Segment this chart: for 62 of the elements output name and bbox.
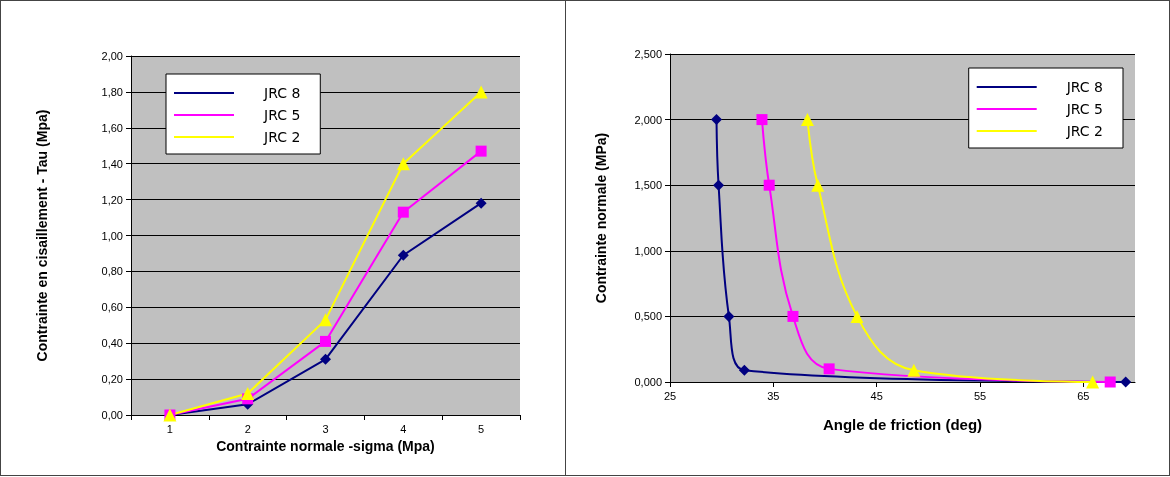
y-tick-label: 1,500: [634, 179, 662, 192]
x-tick-label: 45: [870, 389, 883, 402]
point: [320, 353, 331, 365]
point: [319, 313, 332, 327]
y-tick-label: 1,40: [101, 157, 123, 170]
y-tick-label: 1,20: [101, 193, 123, 206]
y-tick-label: 0,80: [101, 265, 123, 278]
y-tick-label: 1,80: [101, 85, 123, 98]
x-axis-title: Angle de friction (deg): [822, 416, 983, 433]
point: [787, 310, 799, 322]
x-tick-label: 55: [973, 389, 987, 402]
legend-label: JRC 5: [263, 107, 301, 123]
y-tick-label: 1,00: [101, 229, 123, 242]
y-tick-label: 2,000: [634, 113, 662, 126]
point: [907, 363, 921, 377]
point: [811, 178, 825, 192]
y-tick-label: 0,00: [101, 409, 123, 421]
point: [397, 206, 409, 218]
y-tick-label: 0,500: [634, 310, 662, 323]
point: [241, 386, 255, 400]
point: [763, 179, 775, 191]
legend-label: JRC 2: [263, 129, 301, 145]
point: [756, 114, 768, 126]
x-tick-label: 1: [166, 422, 173, 435]
point: [738, 364, 750, 376]
x-tick-label: 4: [400, 422, 407, 435]
y-tick-label: 0,40: [101, 337, 123, 350]
y-tick-label: 0,000: [634, 376, 662, 388]
point: [475, 145, 487, 157]
x-tick-label: 3: [322, 422, 329, 435]
y-axis-title: Contrainte normale (MPa): [593, 132, 609, 304]
y-axis-title: Contrainte en cisaillement - Tau (Mpa): [34, 109, 50, 362]
legend-label: JRC 8: [263, 85, 301, 101]
x-tick-label: 25: [663, 389, 677, 402]
point: [396, 157, 410, 171]
x-tick-label: 35: [767, 389, 780, 402]
legend-label: JRC 2: [1065, 123, 1103, 139]
point: [711, 114, 722, 126]
point: [713, 179, 725, 191]
y-tick-label: 0,20: [101, 373, 123, 386]
point: [475, 197, 487, 209]
y-tick-label: 1,60: [101, 121, 123, 134]
point: [397, 249, 409, 261]
point: [850, 309, 864, 323]
point: [320, 335, 331, 347]
y-tick-label: 1,000: [634, 244, 662, 257]
point: [1086, 375, 1100, 389]
legend-label: JRC 5: [1065, 101, 1103, 117]
point: [474, 85, 488, 99]
y-tick-label: 2,500: [634, 48, 662, 60]
y-tick-label: 0,60: [101, 301, 123, 314]
point: [723, 310, 735, 322]
legend-label: JRC 8: [1065, 79, 1103, 95]
point: [1120, 376, 1132, 388]
point: [1104, 376, 1116, 388]
point: [800, 113, 814, 127]
y-tick-label: 2,00: [101, 50, 123, 62]
x-tick-label: 65: [1077, 389, 1090, 402]
x-tick-label: 2: [244, 422, 251, 435]
point: [823, 363, 835, 375]
x-tick-label: 5: [478, 422, 485, 435]
x-axis-title: Contrainte normale -sigma (Mpa): [216, 438, 435, 454]
